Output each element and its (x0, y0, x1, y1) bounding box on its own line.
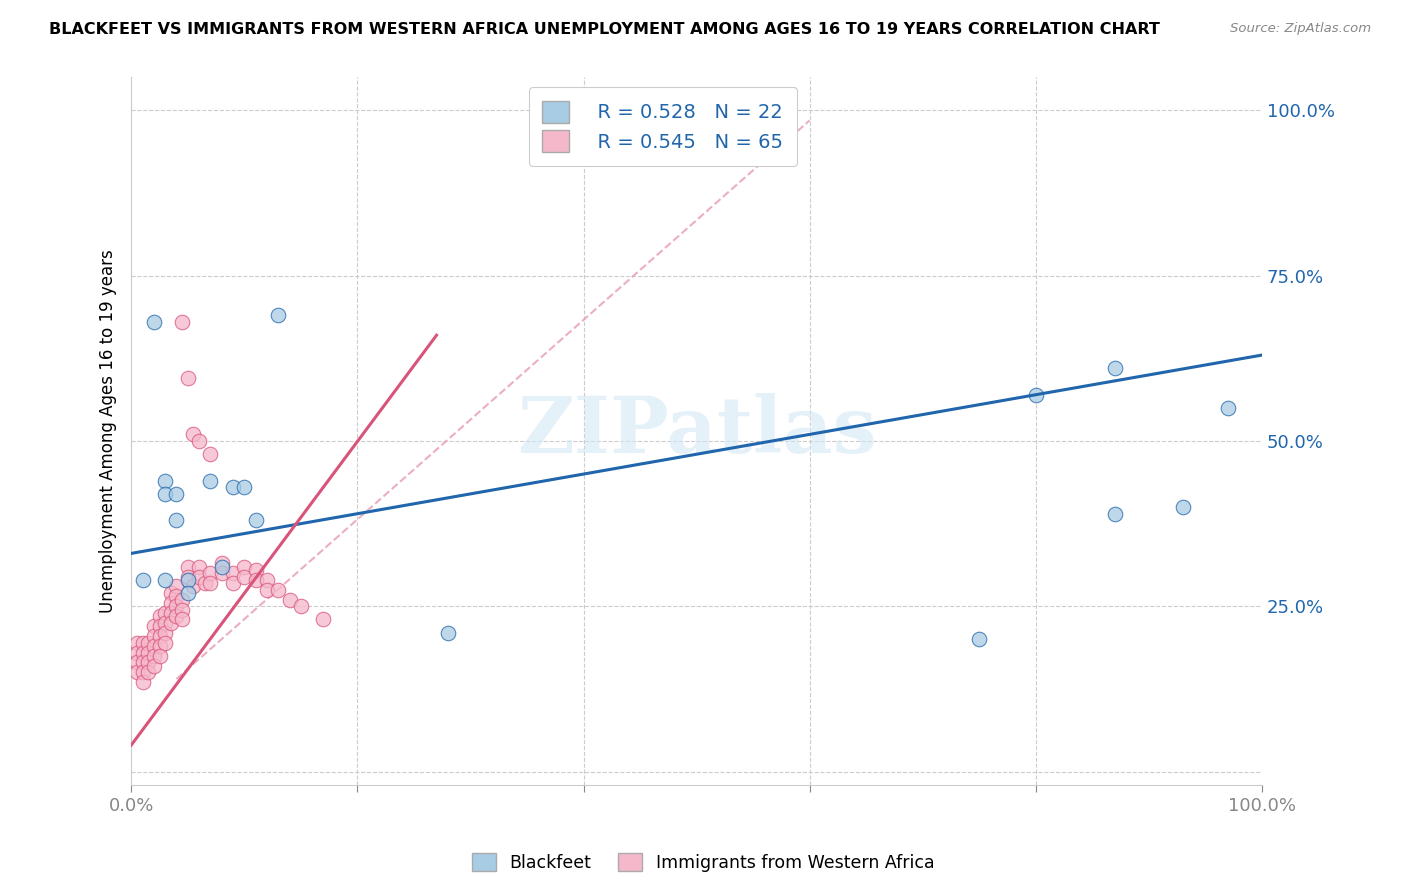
Point (153, 487, 176, 501)
Point (153, 474, 176, 488)
Point (1025, 388, 1047, 402)
Text: BLACKFEET VS IMMIGRANTS FROM WESTERN AFRICA UNEMPLOYMENT AMONG AGES 16 TO 19 YEA: BLACKFEET VS IMMIGRANTS FROM WESTERN AFR… (49, 22, 1160, 37)
Point (153, 606, 176, 620)
Point (278, 592, 301, 607)
Point (166, 513, 188, 527)
Point (125, 656, 148, 670)
Point (177, 573, 200, 587)
Point (194, 576, 217, 591)
Point (177, 371, 200, 385)
Point (256, 573, 278, 587)
Point (183, 427, 205, 442)
Point (177, 559, 200, 574)
Point (166, 590, 188, 604)
Point (1171, 500, 1194, 515)
Legend: Blackfeet, Immigrants from Western Africa: Blackfeet, Immigrants from Western Afric… (464, 847, 942, 879)
Point (159, 596, 181, 610)
Point (222, 576, 245, 591)
Point (166, 579, 188, 593)
Point (200, 576, 222, 591)
Point (136, 656, 159, 670)
Point (125, 665, 148, 680)
Point (142, 619, 165, 633)
Point (166, 487, 188, 501)
Point (256, 582, 278, 597)
Point (1104, 361, 1126, 376)
Point (125, 635, 148, 649)
Point (233, 569, 256, 583)
Point (245, 563, 267, 577)
Point (200, 566, 222, 581)
Point (245, 573, 267, 587)
Point (166, 599, 188, 614)
Point (222, 566, 245, 581)
Point (188, 434, 211, 448)
Point (188, 569, 211, 583)
Point (153, 615, 176, 630)
Point (131, 656, 153, 670)
Point (290, 599, 312, 614)
Point (437, 625, 460, 640)
Point (188, 559, 211, 574)
Point (211, 559, 233, 574)
Point (1216, 401, 1239, 415)
Legend:   R = 0.528   N = 22,   R = 0.545   N = 65: R = 0.528 N = 22, R = 0.545 N = 65 (529, 87, 797, 166)
Point (200, 447, 222, 461)
Point (172, 592, 194, 607)
Point (136, 646, 159, 660)
Point (183, 579, 205, 593)
Point (267, 582, 290, 597)
Point (172, 602, 194, 616)
Point (222, 480, 245, 494)
Point (245, 513, 267, 527)
Point (153, 635, 176, 649)
Point (233, 559, 256, 574)
Point (177, 586, 200, 600)
Point (131, 646, 153, 660)
Point (1104, 507, 1126, 521)
Point (159, 615, 181, 630)
Y-axis label: Unemployment Among Ages 16 to 19 years: Unemployment Among Ages 16 to 19 years (100, 249, 117, 613)
Point (131, 573, 153, 587)
Point (159, 606, 181, 620)
Point (131, 665, 153, 680)
Text: Source: ZipAtlas.com: Source: ZipAtlas.com (1230, 22, 1371, 36)
Point (233, 480, 256, 494)
Point (136, 665, 159, 680)
Point (125, 646, 148, 660)
Point (153, 625, 176, 640)
Point (148, 629, 170, 643)
Point (267, 309, 290, 323)
Point (166, 609, 188, 624)
Point (200, 474, 222, 488)
Point (142, 629, 165, 643)
Point (142, 315, 165, 329)
Point (148, 639, 170, 653)
Text: ZIPatlas: ZIPatlas (517, 393, 876, 469)
Point (967, 632, 990, 647)
Point (211, 557, 233, 571)
Point (142, 648, 165, 663)
Point (312, 613, 335, 627)
Point (172, 315, 194, 329)
Point (142, 658, 165, 673)
Point (131, 635, 153, 649)
Point (136, 635, 159, 649)
Point (159, 586, 181, 600)
Point (148, 648, 170, 663)
Point (172, 613, 194, 627)
Point (177, 569, 200, 583)
Point (131, 675, 153, 690)
Point (148, 609, 170, 624)
Point (148, 619, 170, 633)
Point (142, 639, 165, 653)
Point (211, 566, 233, 581)
Point (153, 573, 176, 587)
